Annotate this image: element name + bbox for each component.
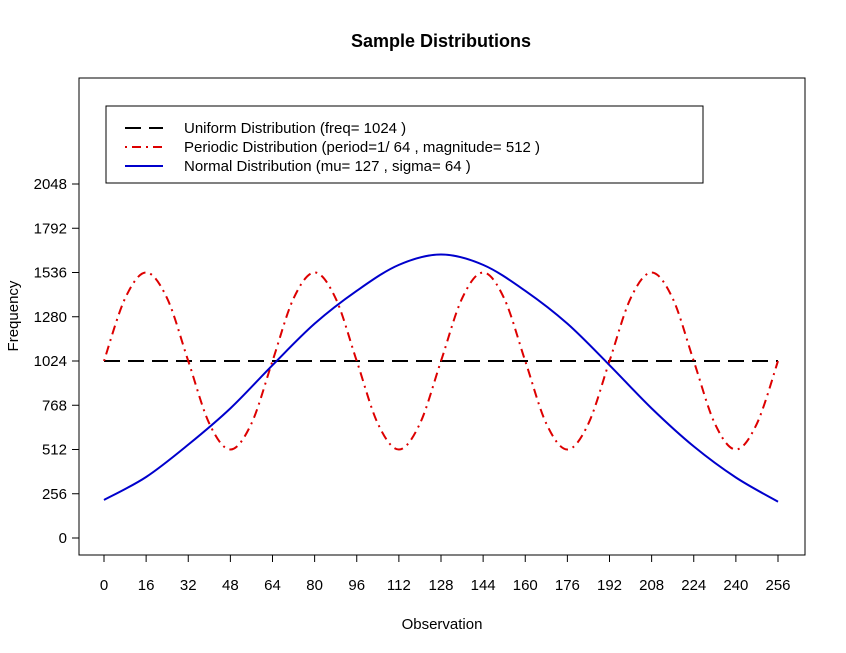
y-tick-label: 0 [59,530,67,547]
y-axis: 0 256 512 768 1024 1280 1536 1792 2048 [34,176,80,547]
x-tick-label: 208 [639,577,664,594]
series-layer [103,253,779,503]
x-tick-label: 0 [100,577,108,594]
y-tick-label: 2048 [34,176,67,193]
x-tick-label: 96 [348,577,365,594]
y-axis-label: Frequency [5,280,22,351]
x-tick-label: 80 [306,577,323,594]
x-axis-label: Observation [402,616,483,633]
chart-title: Sample Distributions [351,31,531,51]
x-tick-label: 160 [513,577,538,594]
x-tick-label: 192 [597,577,622,594]
y-tick-label: 1792 [34,220,67,237]
x-tick-label: 64 [264,577,281,594]
y-tick-label: 1280 [34,309,67,326]
legend-box [105,105,704,184]
series-line-2 [103,253,779,503]
y-tick-label: 1536 [34,265,67,282]
legend-label-1: Periodic Distribution (period=1/ 64 , ma… [184,139,540,156]
y-tick-label: 768 [42,397,67,414]
legend-label-2: Normal Distribution (mu= 127 , sigma= 64… [184,158,471,175]
x-tick-label: 256 [765,577,790,594]
x-tick-label: 112 [387,577,411,594]
x-tick-label: 48 [222,577,239,594]
series-line-1 [103,271,779,451]
x-tick-label: 224 [681,577,706,594]
x-tick-label: 128 [428,577,453,594]
y-tick-label: 256 [42,486,67,503]
legend: Uniform Distribution (freq= 1024 ) Period… [105,105,704,184]
legend-label-0: Uniform Distribution (freq= 1024 ) [184,120,406,137]
x-tick-label: 144 [471,577,496,594]
y-tick-label: 512 [42,442,67,459]
y-tick-label: 1024 [34,353,67,370]
x-tick-label: 240 [723,577,748,594]
x-tick-label: 176 [555,577,580,594]
x-tick-label: 32 [180,577,197,594]
x-tick-label: 16 [138,577,155,594]
x-axis: 0 16 32 48 64 80 96 112 128 144 160 176 192 208 224 240… [100,554,791,594]
